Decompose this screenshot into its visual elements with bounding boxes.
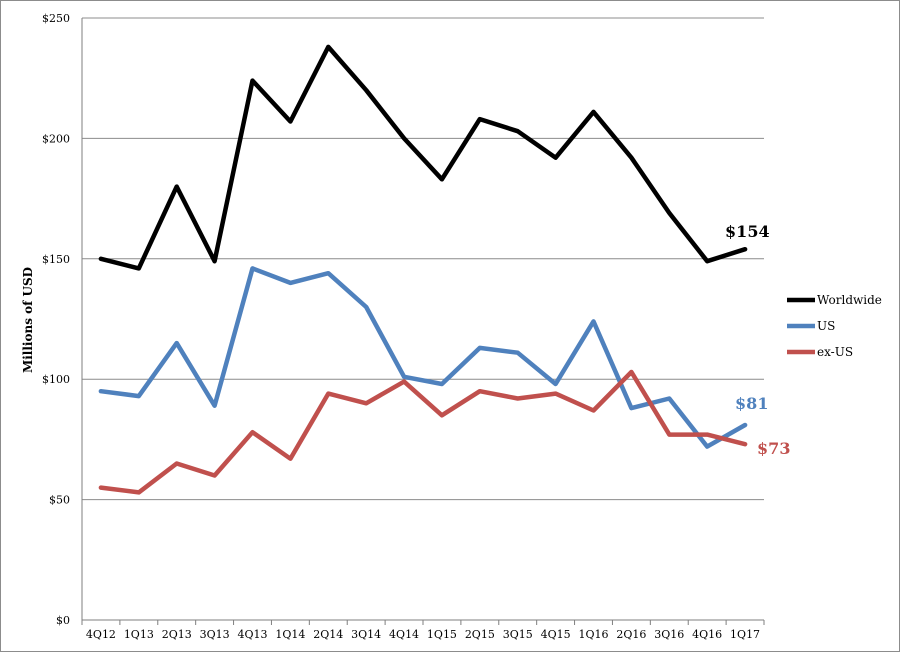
y-tick-label: $50 (49, 494, 70, 507)
series-line-us (98, 266, 748, 449)
y-tick-label: $100 (42, 373, 70, 386)
x-tick-label: 3Q16 (654, 628, 684, 641)
x-tick-label: 1Q13 (124, 628, 154, 641)
x-tick-label: 3Q14 (351, 628, 381, 641)
legend-item: Worldwide (787, 293, 882, 307)
x-tick-label: 2Q13 (162, 628, 192, 641)
legend-item: ex-US (787, 345, 853, 359)
legend-label: Worldwide (817, 293, 882, 307)
gridlines (81, 17, 764, 621)
x-tick-label: 3Q15 (503, 628, 533, 641)
x-tick-label: 2Q16 (616, 628, 646, 641)
y-tick-label: $150 (42, 253, 70, 266)
legend-item: US (787, 319, 835, 333)
x-tick-label: 1Q15 (427, 628, 457, 641)
y-tick-label: $0 (56, 614, 70, 627)
x-tick-label: 4Q14 (389, 628, 419, 641)
end-label-ex-us: $73 (757, 439, 790, 458)
x-tick-label: 1Q16 (578, 628, 608, 641)
series-line-worldwide (98, 44, 748, 271)
legend-label: ex-US (817, 345, 853, 359)
x-tick-label: 2Q15 (465, 628, 495, 641)
end-label-worldwide: $154 (725, 222, 770, 241)
end-label-us: $81 (735, 394, 768, 413)
y-tick-label: $250 (42, 12, 70, 25)
legend-label: US (817, 319, 835, 333)
x-tick-label: 1Q14 (275, 628, 305, 641)
series-line-ex-us (98, 369, 748, 495)
y-tick-label: $200 (42, 132, 70, 145)
x-tick-label: 1Q17 (730, 628, 760, 641)
x-tick-label: 4Q16 (692, 628, 722, 641)
x-tick-label: 4Q13 (237, 628, 267, 641)
x-tick-label: 2Q14 (313, 628, 343, 641)
legend: Worldwide US ex-US (787, 293, 882, 359)
x-tick-label: 4Q15 (541, 628, 571, 641)
x-tick-label: 3Q13 (200, 628, 230, 641)
x-tick-label: 4Q12 (86, 628, 116, 641)
series-lines (98, 44, 748, 495)
series-end-labels: $154 $81 $73 (725, 222, 790, 458)
y-axis-title: Millions of USD (21, 267, 35, 373)
y-axis-tick-labels: $0 $50 $100 $150 $200 $250 (42, 12, 70, 627)
x-axis-tick-labels: 4Q12 1Q13 2Q13 3Q13 4Q13 1Q14 2Q14 3Q14 4Q14 1Q15… (81, 620, 765, 641)
